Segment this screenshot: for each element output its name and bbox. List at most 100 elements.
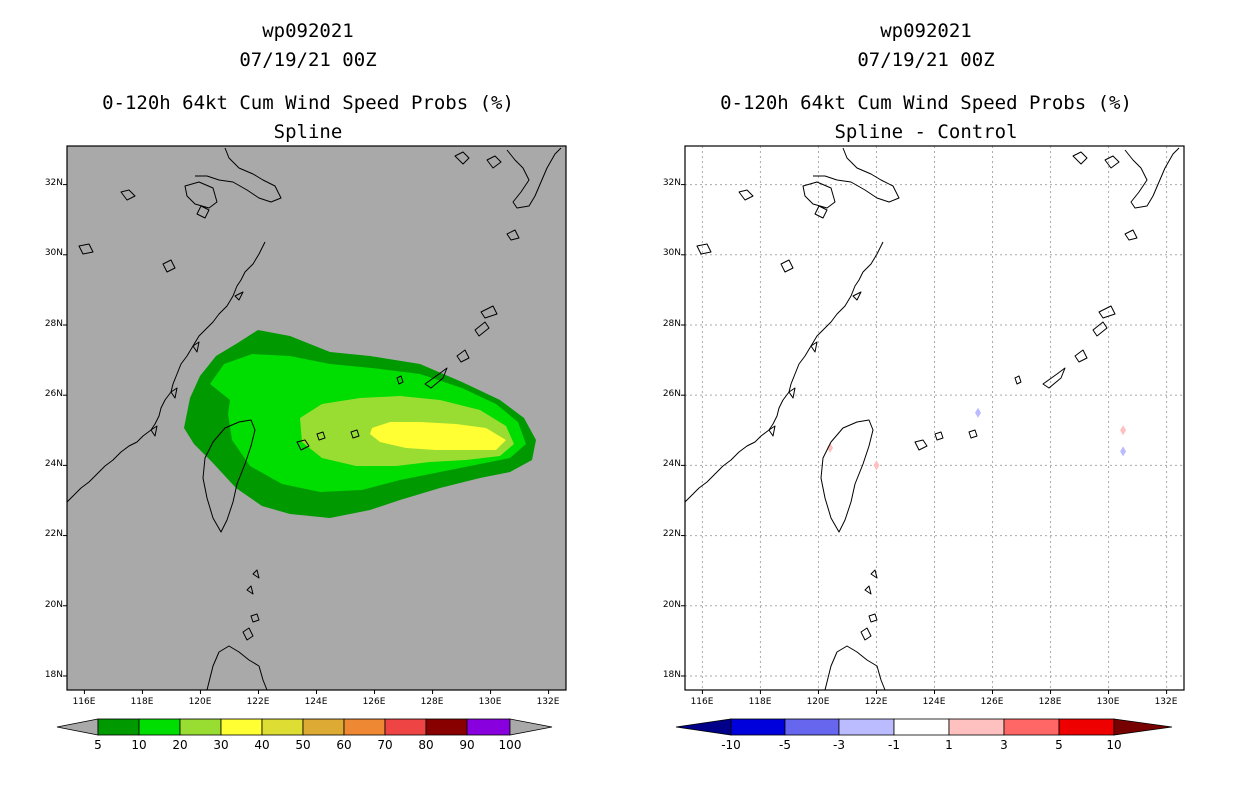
left-lat-tick-label: 32N <box>45 178 63 188</box>
left-colorbar: 5 10 20 30 40 50 60 70 80 90 100 <box>56 718 553 752</box>
right-title-product: 0-120h 64kt Cum Wind Speed Probs (%) <box>720 92 1132 114</box>
left-tick-marks <box>63 184 550 694</box>
right-lat-tick-label: 30N <box>663 248 681 258</box>
left-lat-tick-label: 22N <box>45 529 63 539</box>
left-lat-tick-label: 30N <box>45 248 63 258</box>
right-colorbar: -10 -5 -3 -1 1 3 5 10 <box>675 718 1173 752</box>
right-panel: wp092021 07/19/21 00Z 0-120h 64kt Cum Wi… <box>663 20 1185 752</box>
left-lon-tick-label: 120E <box>189 697 212 707</box>
right-tick-marks <box>681 184 1168 694</box>
right-title-storm-id: wp092021 <box>880 20 972 42</box>
left-lon-tick-label: 118E <box>131 697 154 707</box>
right-title-datetime: 07/19/21 00Z <box>857 49 994 71</box>
left-colorbar-swatch <box>425 718 468 736</box>
left-colorbar-label: 20 <box>172 738 187 752</box>
left-lat-tick-label: 28N <box>45 319 63 329</box>
left-colorbar-label: 40 <box>254 738 269 752</box>
left-title-method: Spline <box>274 121 343 143</box>
right-lon-tick-label: 120E <box>807 697 830 707</box>
right-lon-tick-label: 116E <box>691 697 714 707</box>
left-colorbar-high-arrow <box>509 718 553 736</box>
left-colorbar-label: 5 <box>94 738 102 752</box>
right-colorbar-label: -1 <box>888 738 900 752</box>
left-lon-axis: 116E 118E 120E 122E 124E 126E 128E 130E … <box>73 697 560 707</box>
left-colorbar-swatch <box>261 718 304 736</box>
left-colorbar-label: 60 <box>336 738 351 752</box>
left-panel: wp092021 07/19/21 00Z 0-120h 64kt Cum Wi… <box>45 20 567 752</box>
right-colorbar-label: -5 <box>779 738 791 752</box>
right-colorbar-label: -3 <box>833 738 845 752</box>
right-colorbar-swatch <box>893 718 950 736</box>
right-lon-axis: 116E 118E 120E 122E 124E 126E 128E 130E … <box>691 697 1178 707</box>
left-colorbar-swatch <box>466 718 511 736</box>
right-gridlines <box>685 146 1184 690</box>
left-lon-tick-label: 122E <box>247 697 270 707</box>
left-colorbar-label: 30 <box>213 738 228 752</box>
left-lon-tick-label: 124E <box>305 697 328 707</box>
right-lat-tick-label: 26N <box>663 389 681 399</box>
right-colorbar-swatch <box>730 718 786 736</box>
right-lat-tick-label: 18N <box>663 670 681 680</box>
left-title-datetime: 07/19/21 00Z <box>239 49 376 71</box>
right-lon-tick-label: 130E <box>1097 697 1120 707</box>
left-colorbar-swatch <box>179 718 222 736</box>
left-lon-tick-label: 128E <box>421 697 444 707</box>
right-lat-tick-label: 32N <box>663 178 681 188</box>
left-colorbar-swatch <box>97 718 140 736</box>
left-colorbar-label: 80 <box>418 738 433 752</box>
right-lat-tick-label: 22N <box>663 529 681 539</box>
left-colorbar-label: 100 <box>499 738 522 752</box>
left-lon-tick-label: 116E <box>73 697 96 707</box>
left-colorbar-swatch <box>302 718 345 736</box>
left-colorbar-label: 10 <box>131 738 146 752</box>
left-colorbar-swatch <box>138 718 181 736</box>
right-colorbar-high-arrow <box>1113 718 1173 736</box>
right-lon-tick-label: 124E <box>923 697 946 707</box>
left-lat-axis: 32N 30N 28N 26N 24N 22N 20N 18N <box>45 178 63 680</box>
left-title-product: 0-120h 64kt Cum Wind Speed Probs (%) <box>102 92 514 114</box>
right-colorbar-swatch <box>784 718 840 736</box>
left-lat-tick-label: 18N <box>45 670 63 680</box>
right-colorbar-swatch <box>838 718 895 736</box>
right-lon-tick-label: 128E <box>1039 697 1062 707</box>
right-colorbar-swatch <box>948 718 1005 736</box>
right-lon-tick-label: 118E <box>749 697 772 707</box>
left-colorbar-label: 90 <box>459 738 474 752</box>
negative-difference-mark <box>975 407 982 418</box>
left-lon-tick-label: 132E <box>537 697 560 707</box>
left-lat-tick-label: 24N <box>45 459 63 469</box>
right-lat-axis: 32N 30N 28N 26N 24N 22N 20N 18N <box>663 178 681 680</box>
positive-difference-mark <box>873 460 880 471</box>
left-colorbar-swatch <box>220 718 263 736</box>
right-lat-tick-label: 20N <box>663 600 681 610</box>
prob-contour-30pct <box>370 422 506 450</box>
right-lat-tick-label: 28N <box>663 319 681 329</box>
right-colorbar-swatch <box>1058 718 1115 736</box>
right-colorbar-low-arrow <box>675 718 732 736</box>
right-lon-tick-label: 132E <box>1155 697 1178 707</box>
left-colorbar-swatch <box>384 718 427 736</box>
right-colorbar-label: -10 <box>721 738 741 752</box>
left-colorbar-label: 50 <box>295 738 310 752</box>
right-lon-tick-label: 122E <box>865 697 888 707</box>
left-colorbar-label: 70 <box>377 738 392 752</box>
left-colorbar-low-arrow <box>56 718 99 736</box>
negative-difference-mark <box>1120 446 1127 457</box>
left-colorbar-swatch <box>343 718 386 736</box>
positive-difference-mark <box>827 442 834 453</box>
right-colorbar-label: 10 <box>1106 738 1121 752</box>
right-lat-tick-label: 24N <box>663 459 681 469</box>
right-colorbar-label: 3 <box>1000 738 1008 752</box>
left-lat-tick-label: 26N <box>45 389 63 399</box>
left-lon-tick-label: 126E <box>363 697 386 707</box>
left-title-storm-id: wp092021 <box>262 20 354 42</box>
left-lat-tick-label: 20N <box>45 600 63 610</box>
left-lon-tick-label: 130E <box>479 697 502 707</box>
right-lon-tick-label: 126E <box>981 697 1004 707</box>
right-difference-marks <box>827 407 1127 471</box>
right-colorbar-label: 5 <box>1055 738 1063 752</box>
right-colorbar-label: 1 <box>945 738 953 752</box>
right-colorbar-swatch <box>1003 718 1060 736</box>
positive-difference-mark <box>1120 425 1127 436</box>
